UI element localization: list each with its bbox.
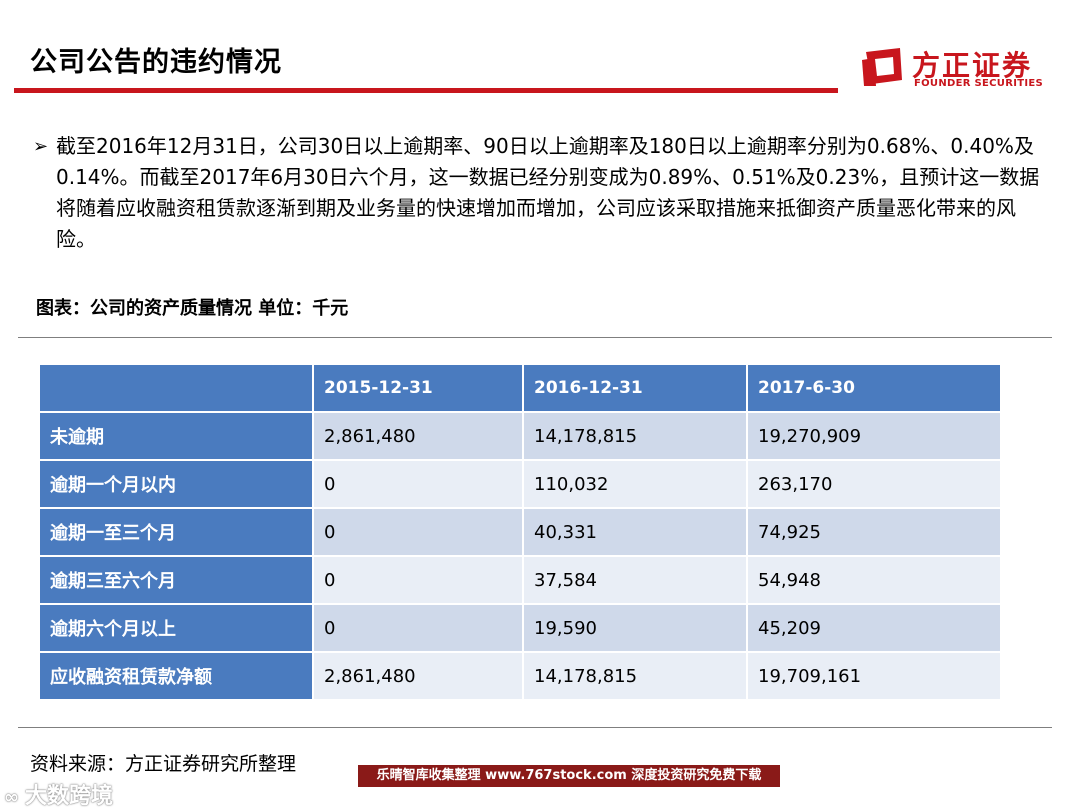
source-divider [18,727,1052,728]
row-label: 逾期一个月以内 [40,461,312,507]
table-row: 逾期一至三个月 0 40,331 74,925 [40,509,1000,555]
logo-chinese-name: 方正证券 [912,49,1033,82]
row-label: 逾期一至三个月 [40,509,312,555]
table-cell: 263,170 [748,461,1000,507]
table-cell: 74,925 [748,509,1000,555]
logo-english-name: FOUNDER SECURITIES [914,78,1044,89]
table-cell: 37,584 [524,557,746,603]
table-cell: 54,948 [748,557,1000,603]
table-cell: 0 [314,605,522,651]
table-cell: 45,209 [748,605,1000,651]
table-header-cell: 2017-6-30 [748,365,1000,411]
table-cell: 110,032 [524,461,746,507]
row-label: 逾期三至六个月 [40,557,312,603]
table-header-cell: 2015-12-31 [314,365,522,411]
table-header-cell [40,365,312,411]
table-row: 逾期三至六个月 0 37,584 54,948 [40,557,1000,603]
table-cell: 2,861,480 [314,653,522,699]
founder-logo-icon [862,48,902,86]
table-row: 逾期六个月以上 0 19,590 45,209 [40,605,1000,651]
table-row: 应收融资租赁款净额 2,861,480 14,178,815 19,709,16… [40,653,1000,699]
asset-quality-table: 2015-12-31 2016-12-31 2017-6-30 未逾期 2,86… [38,363,1002,701]
table-cell: 0 [314,509,522,555]
row-label: 未逾期 [40,413,312,459]
table-cell: 14,178,815 [524,413,746,459]
watermark-brand: ∞ 大数跨境 [4,778,164,809]
watermark-banner: 乐晴智库收集整理 www.767stock.com 深度投资研究免费下载 [358,765,780,787]
table-cell: 19,270,909 [748,413,1000,459]
table-cell: 14,178,815 [524,653,746,699]
table-caption: 图表：公司的资产质量情况 单位：千元 [36,298,349,319]
source-note: 资料来源：方正证券研究所整理 [30,753,297,775]
founder-securities-logo: 方正证券 FOUNDER SECURITIES [862,44,1052,94]
brand-logo-icon: ∞ [4,787,19,808]
table-header-row: 2015-12-31 2016-12-31 2017-6-30 [40,365,1000,411]
summary-paragraph: 截至2016年12月31日，公司30日以上逾期率、90日以上逾期率及180日以上… [56,134,1040,251]
table-cell: 40,331 [524,509,746,555]
table-cell: 0 [314,557,522,603]
table-cell: 19,590 [524,605,746,651]
bullet-arrow-icon: ➢ [33,136,49,157]
page-title: 公司公告的违约情况 [30,47,282,78]
caption-divider [18,337,1052,338]
table-row: 未逾期 2,861,480 14,178,815 19,270,909 [40,413,1000,459]
row-label: 逾期六个月以上 [40,605,312,651]
title-underline [14,88,838,93]
table-cell: 0 [314,461,522,507]
table-cell: 2,861,480 [314,413,522,459]
table-row: 逾期一个月以内 0 110,032 263,170 [40,461,1000,507]
row-label: 应收融资租赁款净额 [40,653,312,699]
table-cell: 19,709,161 [748,653,1000,699]
watermark-brand-name: 大数跨境 [25,784,114,809]
table-header-cell: 2016-12-31 [524,365,746,411]
